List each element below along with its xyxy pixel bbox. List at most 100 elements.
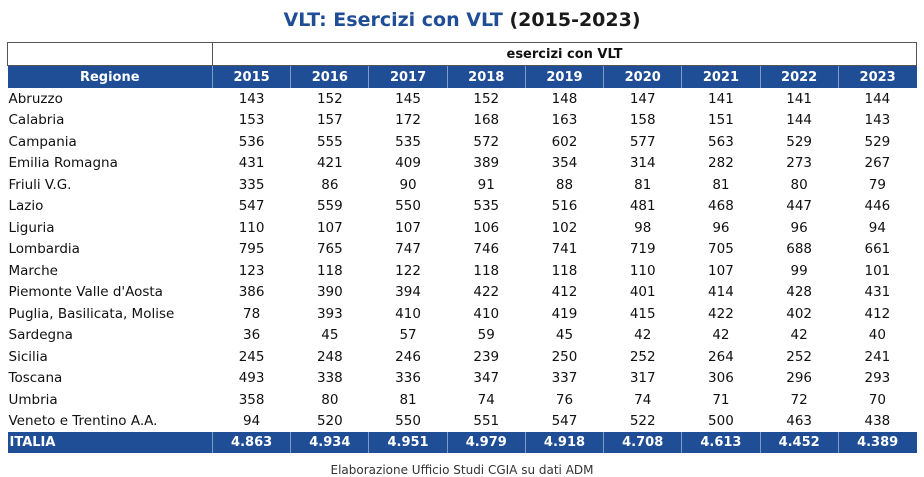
value-cell: 415 [629,305,656,322]
total-value-cell: 4.452 [759,432,839,453]
value-cell: 741 [551,241,578,258]
year-header: 2015 [211,65,291,88]
value-cell: 157 [316,112,343,129]
value-cell: 410 [473,305,500,322]
value-cell: 78 [243,305,261,322]
region-cell: Sicilia [8,348,48,365]
band-empty-cell [7,42,213,66]
value-cell: 551 [473,413,500,430]
value-cell: 152 [316,90,343,107]
band-row: esercizi con VLT [7,42,917,66]
value-cell: 412 [551,284,578,301]
value-cell: 422 [473,284,500,301]
value-cell: 36 [243,327,261,344]
value-cell: 394 [395,284,421,301]
year-header: 2021 [681,65,761,88]
value-cell: 40 [868,327,886,344]
value-cell: 42 [790,327,808,344]
value-cell: 493 [238,370,265,387]
value-cell: 402 [786,305,813,322]
value-cell: 248 [316,348,343,365]
year-header: 2017 [368,65,448,88]
value-cell: 246 [395,348,421,365]
value-cell: 719 [629,241,656,258]
value-cell: 74 [477,391,495,408]
value-cell: 412 [864,305,891,322]
value-cell: 42 [712,327,730,344]
value-cell: 94 [243,413,261,430]
value-cell: 147 [629,90,656,107]
value-cell: 389 [473,155,500,172]
value-cell: 535 [395,133,421,150]
table-row: Puglia, Basilicata, Molise 78 393 410 410 419… [8,303,917,325]
table-row: Lombardia 795 765 747 746 741 719 705 688 661 [8,239,917,261]
value-cell: 122 [395,262,421,279]
value-cell: 148 [551,90,578,107]
value-cell: 107 [395,219,421,236]
value-cell: 547 [238,198,265,215]
value-cell: 71 [712,391,730,408]
value-cell: 338 [316,370,343,387]
region-cell: Emilia Romagna [8,155,118,172]
region-cell: Friuli V.G. [8,176,72,193]
value-cell: 602 [551,133,578,150]
value-cell: 337 [551,370,578,387]
value-cell: 688 [786,241,813,258]
value-cell: 390 [316,284,343,301]
value-cell: 74 [634,391,652,408]
total-value-cell: 4.863 [211,432,291,453]
table-row: Emilia Romagna 431 421 409 389 354 314 282 273 26… [8,153,917,175]
value-cell: 463 [786,413,813,430]
value-cell: 118 [551,262,578,279]
value-cell: 252 [629,348,656,365]
value-cell: 96 [790,219,808,236]
source-note: Elaborazione Ufficio Studi CGIA su dati … [330,463,594,477]
table-row: Toscana 493 338 336 347 337 317 306 296 293 [8,368,917,390]
value-cell: 106 [473,219,500,236]
value-cell: 143 [238,90,265,107]
value-cell: 335 [238,176,265,193]
value-cell: 141 [786,90,813,107]
region-cell: Puglia, Basilicata, Molise [8,305,175,322]
value-cell: 80 [790,176,808,193]
value-cell: 245 [238,348,265,365]
region-cell: Abruzzo [8,90,63,107]
value-cell: 522 [629,413,656,430]
region-cell: Lombardia [8,241,80,258]
vlt-table: esercizi con VLT Regione 2015 2016 2017 201… [7,42,917,453]
region-cell: Campania [8,133,77,150]
table-row: Sicilia 245 248 246 239 250 252 264 252 241 [8,346,917,368]
value-cell: 409 [395,155,421,172]
value-cell: 421 [316,155,343,172]
value-cell: 317 [629,370,656,387]
table-row: Liguria 110 107 107 106 102 98 96 96 94 [8,217,917,239]
total-value-cell: 4.979 [446,432,526,453]
value-cell: 572 [473,133,500,150]
value-cell: 144 [786,112,813,129]
value-cell: 273 [786,155,813,172]
value-cell: 550 [395,413,421,430]
value-cell: 555 [316,133,343,150]
value-cell: 141 [708,90,734,107]
title-years: (2015-2023) [509,9,641,31]
value-cell: 422 [708,305,734,322]
table-row: Sardegna 36 45 57 59 45 42 42 42 40 [8,325,917,347]
value-cell: 168 [473,112,500,129]
year-header: 2020 [603,65,682,88]
value-cell: 314 [629,155,656,172]
value-cell: 410 [395,305,421,322]
value-cell: 81 [634,176,652,193]
value-cell: 428 [786,284,813,301]
value-cell: 393 [316,305,343,322]
table-row: Calabria 153 157 172 168 163 158 151 144 143 [8,110,917,132]
value-cell: 529 [786,133,813,150]
table-body: Abruzzo 143 152 145 152 148 147 141 141 144 Calabr… [7,88,917,453]
total-value-cell: 4.613 [681,432,761,453]
value-cell: 336 [395,370,421,387]
value-cell: 414 [708,284,734,301]
title-main: VLT: Esercizi con VLT [283,9,503,31]
value-cell: 765 [316,241,343,258]
value-cell: 252 [786,348,813,365]
value-cell: 96 [712,219,730,236]
value-cell: 267 [864,155,891,172]
